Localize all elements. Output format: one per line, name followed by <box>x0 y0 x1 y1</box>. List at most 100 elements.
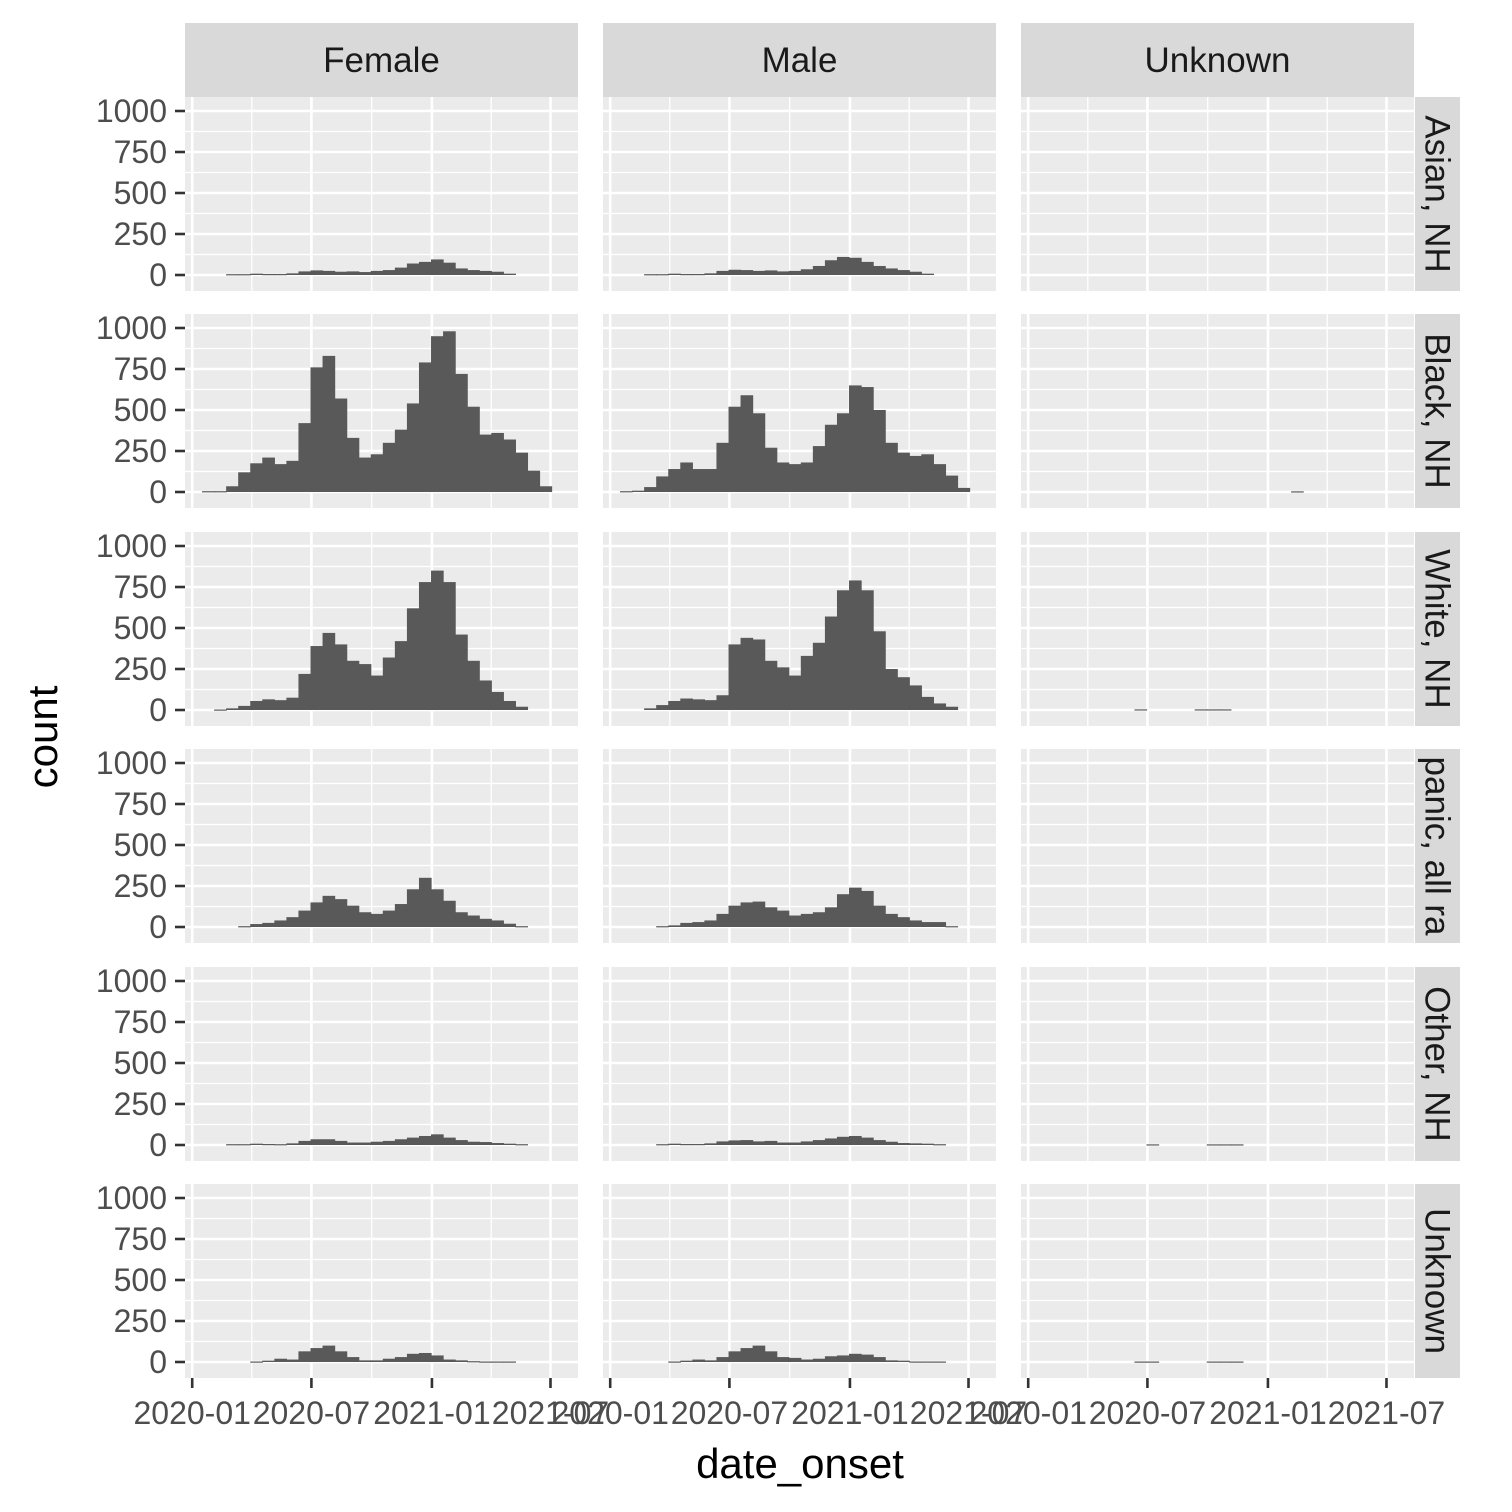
histogram-bar <box>310 367 324 492</box>
histogram-bar <box>728 644 742 710</box>
histogram-bar <box>479 1361 492 1363</box>
panel-male-black-nh <box>603 314 996 508</box>
histogram-bar <box>728 406 742 492</box>
panel-unknown-white-nh <box>1021 532 1414 726</box>
histogram-bar <box>334 398 348 492</box>
histogram-bar <box>788 270 802 275</box>
facet-strips: Female Male Unknown Asian, NH Black, NH White… <box>185 23 1460 1378</box>
column-strip-label: Unknown <box>1145 41 1291 80</box>
histogram-bar <box>632 490 645 492</box>
histogram-bar <box>479 680 492 710</box>
histogram-bar <box>692 699 705 710</box>
histogram-bar <box>728 1351 742 1362</box>
histogram-bar <box>382 657 396 710</box>
histogram-bar <box>764 1351 778 1362</box>
x-tick-label: 2021-07 <box>492 1395 609 1431</box>
histogram-bar <box>334 271 348 275</box>
panel-unknown-unknown <box>1021 1184 1414 1378</box>
row-strip-label: Black, NH <box>1418 333 1457 489</box>
histogram-bar <box>885 1360 898 1362</box>
histogram-bar <box>800 462 814 492</box>
histogram-bar <box>824 616 838 710</box>
histogram-bar <box>322 895 336 927</box>
row-strip-background <box>1415 1184 1460 1378</box>
histogram-bar <box>443 1359 456 1362</box>
y-tick-label: 0 <box>149 474 167 510</box>
histogram-bar <box>921 273 934 275</box>
histogram-bar <box>262 699 275 710</box>
histogram-bar <box>455 1140 468 1145</box>
histogram-bar <box>503 1143 516 1145</box>
histogram-bar <box>443 262 456 275</box>
x-axis-unknown: 2020-01 2020-07 2021-01 2021-07 <box>969 1378 1445 1431</box>
panel-unknown-other-nh <box>1021 967 1414 1161</box>
histogram-bar <box>1230 1361 1244 1363</box>
y-tick-label: 750 <box>114 351 167 387</box>
row-strip-background <box>1415 97 1460 291</box>
y-tick-label: 1000 <box>96 528 167 564</box>
histogram-bar <box>250 700 263 710</box>
histogram-bar <box>812 265 826 275</box>
histogram-bar <box>692 922 705 927</box>
histogram-bar <box>933 464 947 492</box>
histogram-bar <box>836 1136 850 1145</box>
histogram-bar <box>1218 1144 1232 1146</box>
row-strip-label: panic, all ra <box>1418 757 1457 937</box>
histogram-bar <box>358 457 372 492</box>
histogram-bar <box>286 917 300 927</box>
histogram-bar <box>692 1359 705 1362</box>
histogram-bar <box>334 644 348 710</box>
histogram-bar <box>1146 1361 1160 1363</box>
histogram-bar <box>202 491 215 493</box>
row-strip-label: Other, NH <box>1418 986 1457 1142</box>
column-strip-label: Male <box>762 41 838 80</box>
histogram-bar <box>443 582 456 710</box>
histogram-bar <box>491 1361 504 1363</box>
y-tick-label: 0 <box>149 1344 167 1380</box>
histogram-bar <box>836 1355 850 1362</box>
histogram-bar <box>1206 1144 1220 1146</box>
y-tick-label: 500 <box>114 1045 167 1081</box>
histogram-bar <box>716 442 730 492</box>
histogram-bar <box>897 452 910 492</box>
histogram-bar <box>443 331 456 492</box>
histogram-bar <box>262 1144 275 1146</box>
histogram-bar <box>800 1141 814 1145</box>
histogram-bar <box>824 424 838 492</box>
y-tick-label: 500 <box>114 392 167 428</box>
histogram-bar <box>933 703 947 710</box>
y-tick-label: 500 <box>114 610 167 646</box>
histogram-bar <box>262 274 275 276</box>
histogram-bar <box>716 1141 730 1145</box>
histogram-bar <box>656 1144 669 1146</box>
y-axis-black-nh: 0 250 500 750 1000 <box>96 310 185 510</box>
histogram-bar <box>1291 491 1304 493</box>
histogram-bar <box>298 1140 312 1145</box>
histogram-bar <box>1218 1361 1232 1363</box>
histogram-bar <box>298 673 312 710</box>
histogram-bar <box>394 1357 408 1362</box>
column-strip-male: Male <box>603 23 996 97</box>
panel-unknown-panic-all-ra <box>1021 749 1414 943</box>
histogram-bar <box>752 1345 766 1362</box>
histogram-bar <box>238 926 251 928</box>
histogram-bar <box>274 700 287 710</box>
y-tick-label: 250 <box>114 1303 167 1339</box>
histogram-bar <box>873 905 886 927</box>
histogram-bar <box>788 915 802 927</box>
x-tick-label: 2021-07 <box>910 1395 1027 1431</box>
histogram-bar <box>431 336 444 492</box>
histogram-bar <box>262 1360 275 1362</box>
histogram-bar <box>382 1140 396 1145</box>
histogram-bar <box>897 677 910 710</box>
histogram-bar <box>668 1361 681 1363</box>
y-tick-label: 0 <box>149 1127 167 1163</box>
histogram-bar <box>897 1360 910 1362</box>
histogram-bar <box>1194 709 1208 711</box>
histogram-bar <box>322 1139 336 1145</box>
histogram-bar <box>945 475 959 492</box>
panel-male-white-nh <box>603 532 996 726</box>
histogram-bar <box>503 700 516 710</box>
histogram-bar <box>479 918 492 927</box>
histogram-bar <box>286 1143 300 1145</box>
